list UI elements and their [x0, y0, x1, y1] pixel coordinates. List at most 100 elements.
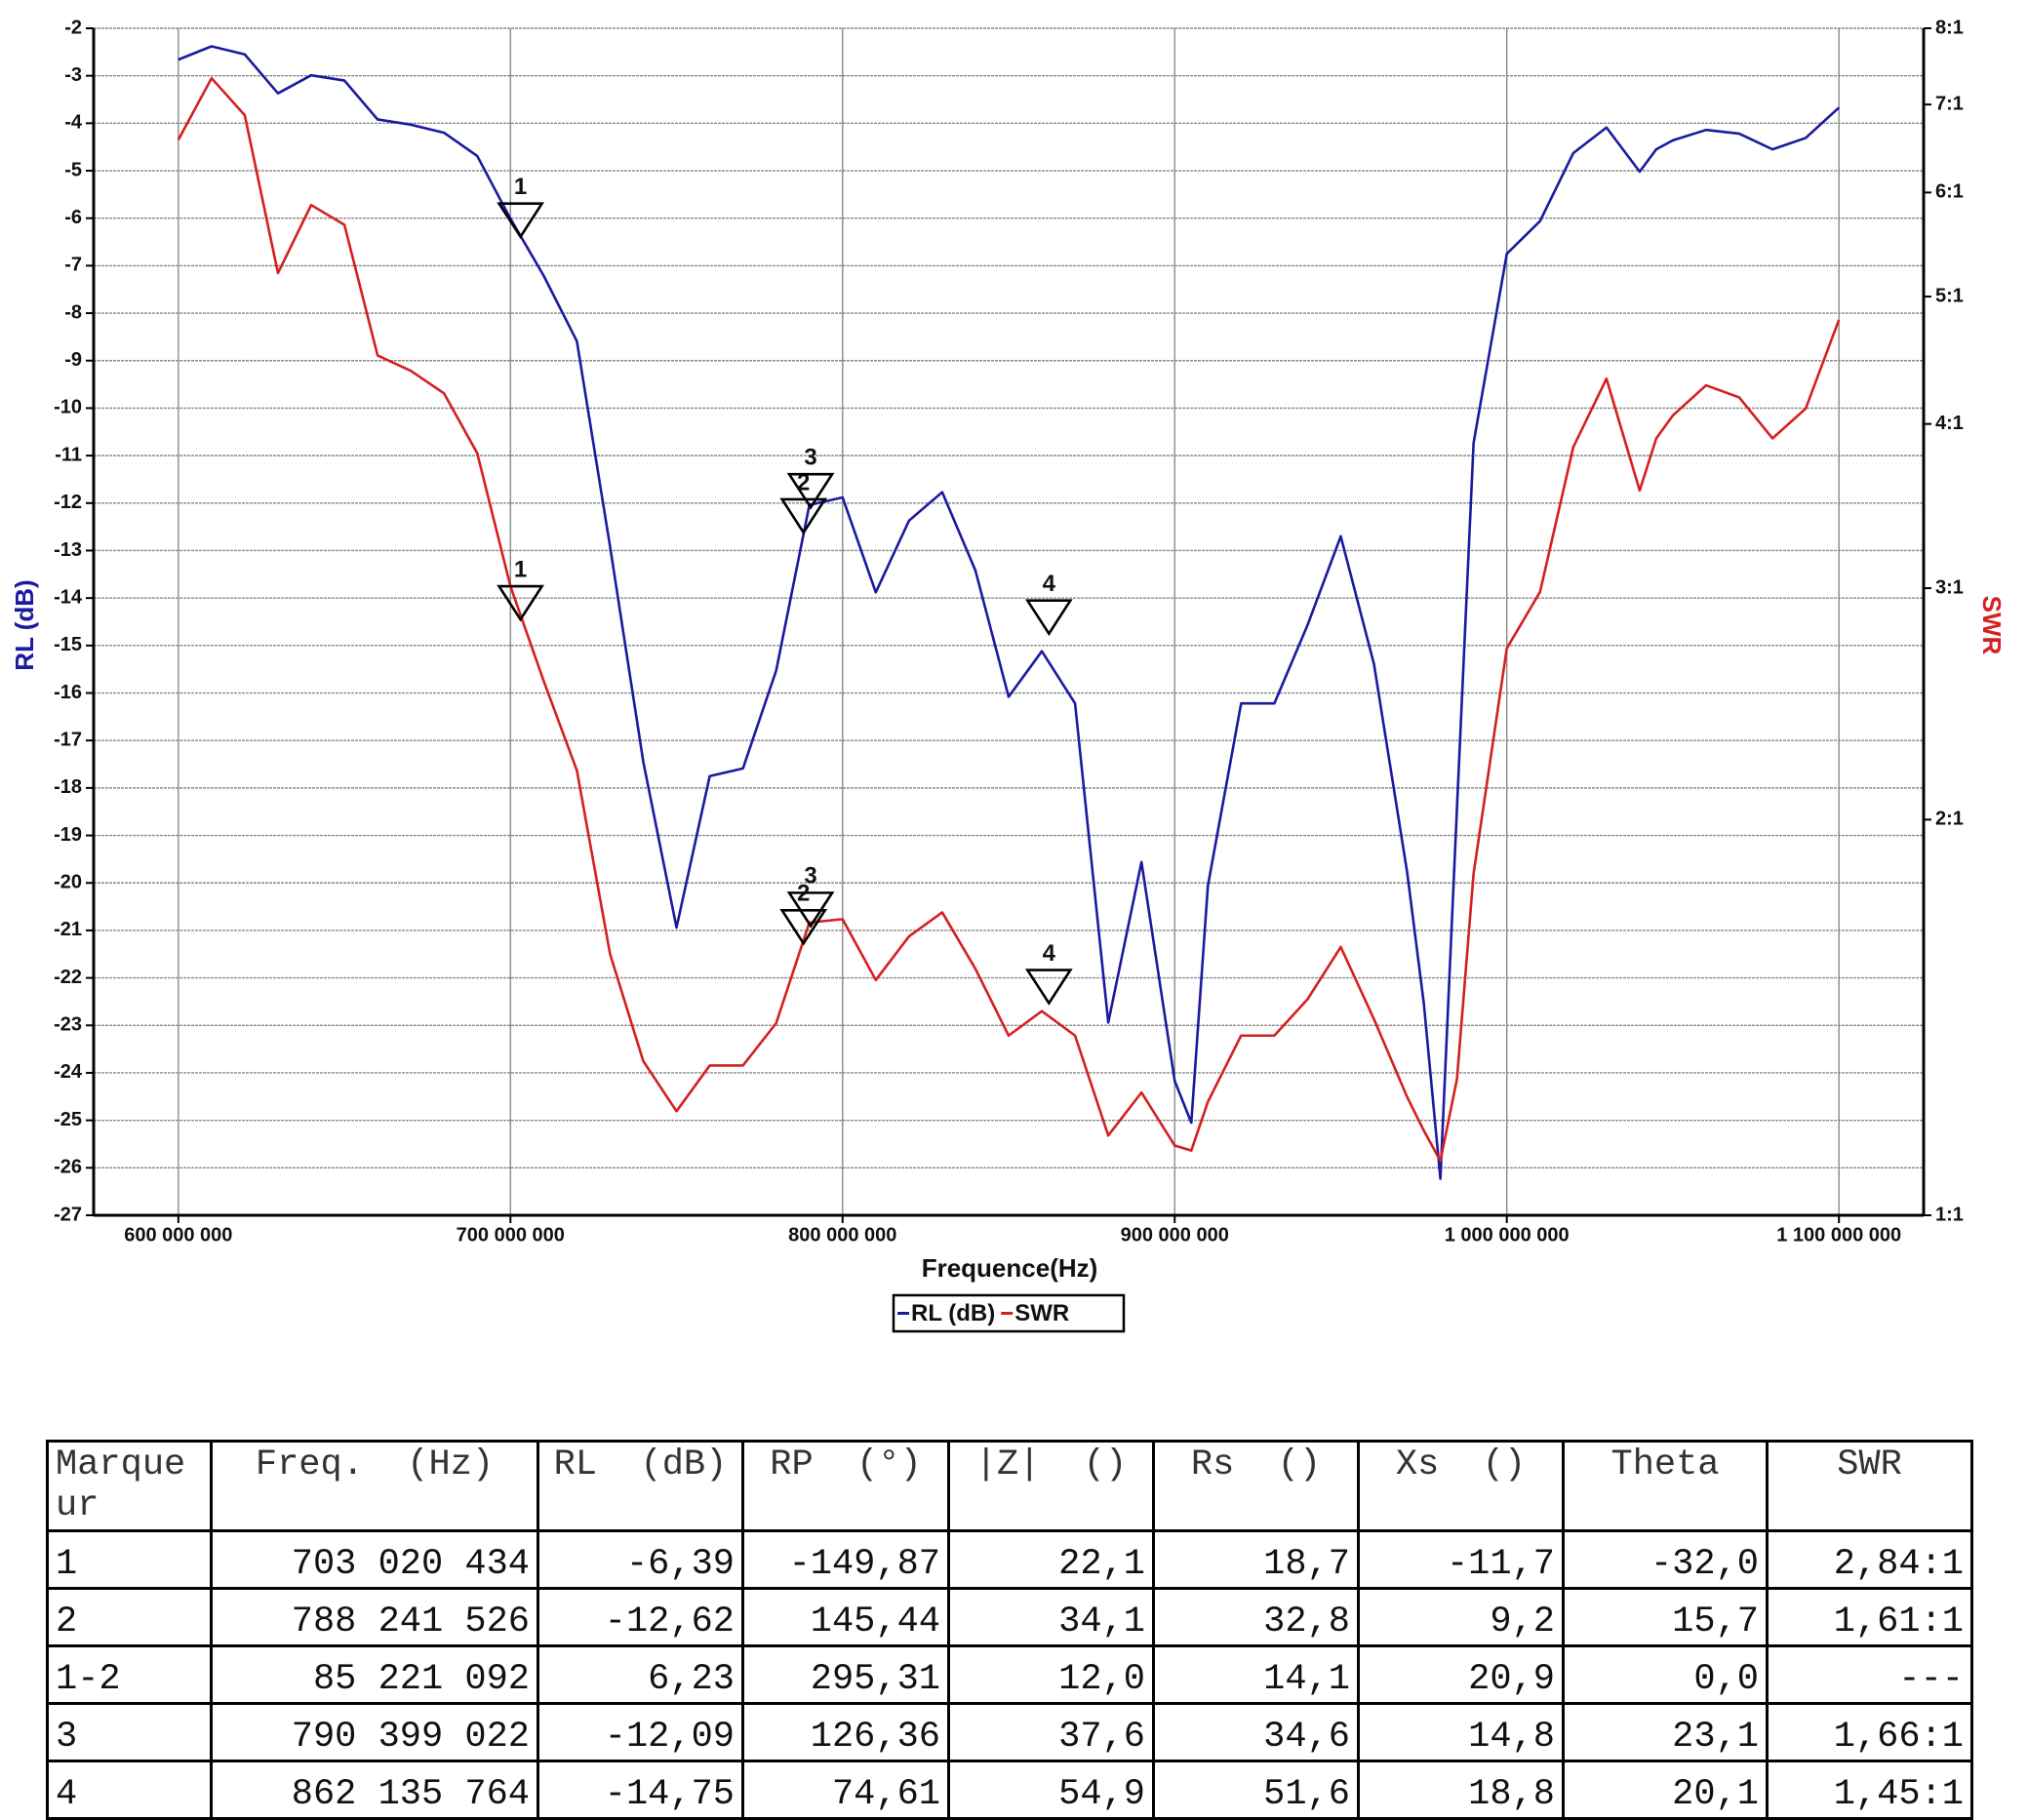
marker-label: 4 — [1043, 940, 1056, 967]
header-cell: RL (dB) — [537, 1440, 744, 1532]
header-cell: RP (°) — [741, 1440, 950, 1532]
table-cell: 4 — [46, 1760, 213, 1820]
table-cell: 32,8 — [1152, 1587, 1360, 1647]
y-tick-label: -13 — [54, 539, 82, 561]
table-cell: -32,0 — [1562, 1529, 1769, 1590]
table-cell: 1-2 — [46, 1644, 213, 1705]
marker-label: 3 — [804, 445, 816, 471]
table-cell: 18,7 — [1152, 1529, 1360, 1590]
table-cell: 14,8 — [1357, 1702, 1565, 1762]
table-cell: 54,9 — [947, 1760, 1155, 1820]
table-cell: 788 241 526 — [210, 1587, 539, 1647]
table-cell: 703 020 434 — [210, 1529, 539, 1590]
table-cell: -12,09 — [537, 1702, 744, 1762]
table-row: 1 703 020 434 -6,39 -149,87 22,1 18,7 -11,7 -32… — [46, 1529, 1973, 1590]
table-cell: 6,23 — [537, 1644, 744, 1705]
marker-table: Marqueur Freq. (Hz) RL (dB) RP (°) |Z| () Rs … — [46, 1440, 1973, 1820]
x-axis-title: Frequence(Hz) — [922, 1253, 1098, 1283]
x-tick-label: 700 000 000 — [457, 1224, 565, 1246]
y2-tick-label: 7:1 — [1935, 93, 1964, 114]
table-cell: -6,39 — [537, 1529, 744, 1590]
table-cell: -11,7 — [1357, 1529, 1565, 1590]
y-tick-label: -23 — [54, 1014, 82, 1036]
y-tick-label: -9 — [64, 349, 82, 371]
table-cell: 1 — [46, 1529, 213, 1590]
table-cell: 3 — [46, 1702, 213, 1762]
legend-label: SWR — [1014, 1300, 1069, 1326]
y2-tick-label: 4:1 — [1935, 413, 1964, 434]
y-tick-label: -2 — [64, 17, 82, 38]
y-tick-label: -19 — [54, 824, 82, 846]
table-cell: 74,61 — [741, 1760, 950, 1820]
marker — [1024, 599, 1073, 637]
table-header: Marqueur Freq. (Hz) RL (dB) RP (°) |Z| () Rs … — [46, 1440, 1973, 1532]
legend: RL (dB) SWR — [892, 1293, 1126, 1333]
y2-tick-label: 3:1 — [1935, 576, 1964, 598]
table-row: 1-2 85 221 092 6,23 295,31 12,0 14,1 20,9 0,0 --… — [46, 1644, 1973, 1705]
y-tick-label: -12 — [54, 492, 82, 513]
marker-label: 1 — [514, 556, 527, 582]
table-cell: 1,61:1 — [1766, 1587, 1973, 1647]
header-cell: Rs () — [1152, 1440, 1360, 1532]
table-cell: --- — [1766, 1644, 1973, 1705]
table-cell: 2 — [46, 1587, 213, 1647]
y2-tick-label: 2:1 — [1935, 809, 1964, 830]
x-tick-label: 1 000 000 000 — [1445, 1224, 1570, 1246]
table-cell: 20,1 — [1562, 1760, 1769, 1820]
legend-label: RL (dB) — [911, 1300, 995, 1326]
y2-tick-label: 6:1 — [1935, 181, 1964, 203]
marker — [786, 891, 835, 929]
table-cell: 12,0 — [947, 1644, 1155, 1705]
table-cell: -149,87 — [741, 1529, 950, 1590]
table-cell: 862 135 764 — [210, 1760, 539, 1820]
y-axis-title: RL (dB) — [10, 579, 39, 670]
table-cell: 22,1 — [947, 1529, 1155, 1590]
x-tick-label: 1 100 000 000 — [1776, 1224, 1901, 1246]
y-tick-label: -5 — [64, 159, 82, 180]
table-cell: 37,6 — [947, 1702, 1155, 1762]
marker-label: 1 — [514, 174, 527, 200]
y-tick-label: -16 — [54, 682, 82, 703]
marker — [779, 497, 828, 535]
y-tick-label: -17 — [54, 729, 82, 750]
table-cell: 18,8 — [1357, 1760, 1565, 1820]
y-tick-label: -22 — [54, 967, 82, 988]
table-cell: 1,45:1 — [1766, 1760, 1973, 1820]
table-cell: 14,1 — [1152, 1644, 1360, 1705]
table-cell: 85 221 092 — [210, 1644, 539, 1705]
header-cell: Theta — [1562, 1440, 1769, 1532]
data-line — [177, 76, 1841, 1163]
table-cell: 9,2 — [1357, 1587, 1565, 1647]
x-tick-label: 600 000 000 — [124, 1224, 232, 1246]
marker-label: 4 — [1043, 571, 1056, 597]
marker — [497, 584, 544, 622]
table-cell: -12,62 — [537, 1587, 744, 1647]
y-tick-label: -14 — [54, 586, 83, 608]
table-cell: 790 399 022 — [210, 1702, 539, 1762]
table-body: 1 703 020 434 -6,39 -149,87 22,1 18,7 -11,7 -32… — [46, 1529, 1973, 1820]
table-cell: 2,84:1 — [1766, 1529, 1973, 1590]
header-cell: SWR — [1766, 1440, 1973, 1532]
y-tick-label: -11 — [55, 444, 82, 465]
x-tick-label: 900 000 000 — [1121, 1224, 1229, 1246]
marker — [1024, 969, 1073, 1006]
y2-tick-label: 8:1 — [1935, 17, 1964, 38]
y-tick-label: -27 — [54, 1204, 82, 1225]
table-cell: 20,9 — [1357, 1644, 1565, 1705]
marker — [497, 202, 544, 240]
header-cell: Xs () — [1357, 1440, 1565, 1532]
table-cell: 23,1 — [1562, 1702, 1769, 1762]
y-tick-label: -10 — [54, 397, 82, 418]
table-cell: 15,7 — [1562, 1587, 1769, 1647]
table-cell: 51,6 — [1152, 1760, 1360, 1820]
table-row: 3 790 399 022 -12,09 126,36 37,6 34,6 14,8 23,1… — [46, 1702, 1973, 1762]
y2-tick-label: 1:1 — [1935, 1204, 1964, 1225]
table-cell: 126,36 — [741, 1702, 950, 1762]
y-tick-label: -15 — [54, 634, 82, 655]
table-cell: 1,66:1 — [1766, 1702, 1973, 1762]
header-cell: |Z| () — [947, 1440, 1155, 1532]
y-tick-label: -3 — [64, 64, 82, 86]
y-tick-label: -8 — [64, 301, 82, 323]
table-cell: 145,44 — [741, 1587, 950, 1647]
